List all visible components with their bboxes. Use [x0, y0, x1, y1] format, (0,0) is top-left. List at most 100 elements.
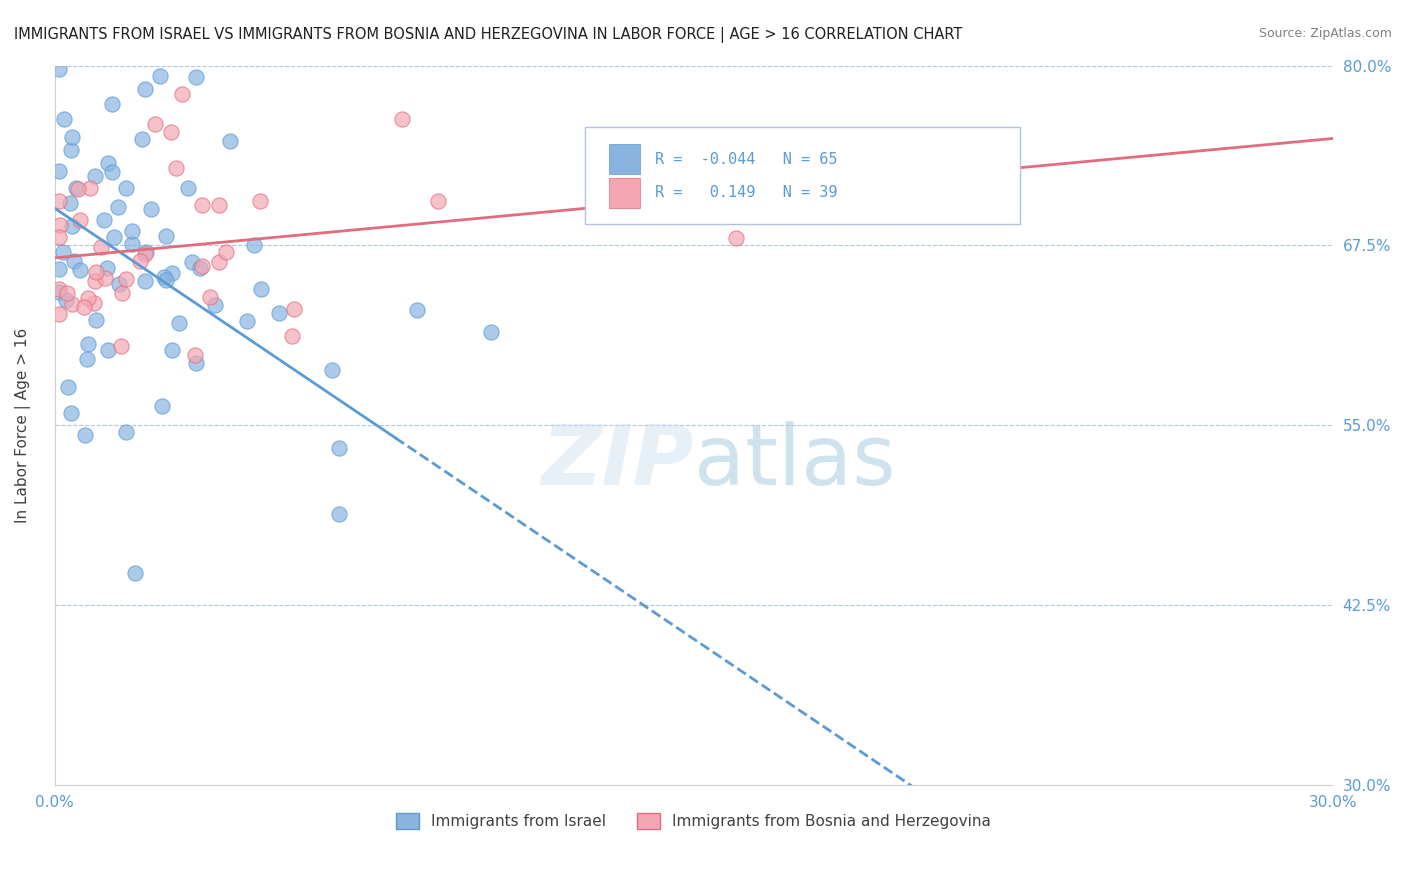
Point — [96, 260, 118, 275]
Legend: Immigrants from Israel, Immigrants from Bosnia and Herzegovina: Immigrants from Israel, Immigrants from … — [391, 806, 997, 835]
Point — [59, 407, 82, 421]
Point — [160, 343, 183, 358]
Point — [77, 336, 100, 351]
Point — [180, 254, 202, 268]
Point — [60, 219, 83, 233]
Point — [165, 161, 187, 175]
Point — [235, 313, 257, 327]
Point — [66, 182, 89, 196]
Point — [184, 356, 207, 370]
FancyBboxPatch shape — [609, 178, 640, 208]
Point — [84, 265, 107, 279]
Point — [48, 218, 70, 232]
Text: IMMIGRANTS FROM ISRAEL VS IMMIGRANTS FROM BOSNIA AND HERZEGOVINA IN LABOR FORCE : IMMIGRANTS FROM ISRAEL VS IMMIGRANTS FRO… — [14, 27, 963, 43]
Text: R =  -0.044   N = 65: R = -0.044 N = 65 — [655, 152, 838, 167]
Point — [56, 285, 79, 300]
Point — [84, 169, 107, 183]
Point — [115, 425, 138, 439]
Point — [48, 281, 70, 295]
Point — [134, 247, 156, 261]
Point — [427, 194, 450, 208]
Point — [328, 507, 350, 521]
Point — [76, 352, 98, 367]
Point — [48, 261, 70, 276]
Point — [60, 144, 83, 158]
Point — [69, 263, 91, 277]
Point — [191, 198, 214, 212]
Point — [94, 271, 117, 285]
Text: Source: ZipAtlas.com: Source: ZipAtlas.com — [1258, 27, 1392, 40]
Text: R =   0.149   N = 39: R = 0.149 N = 39 — [655, 186, 838, 201]
Point — [177, 180, 200, 194]
FancyBboxPatch shape — [585, 127, 1019, 224]
Point — [107, 200, 129, 214]
Point — [114, 272, 136, 286]
Point — [58, 380, 80, 394]
Point — [59, 195, 82, 210]
Point — [145, 117, 167, 131]
Point — [79, 181, 101, 195]
Point — [162, 266, 184, 280]
Point — [208, 255, 231, 269]
Point — [183, 348, 205, 362]
Point — [63, 254, 86, 268]
Point — [250, 282, 273, 296]
Point — [169, 316, 191, 330]
Point — [188, 260, 211, 275]
Point — [153, 269, 176, 284]
Point — [73, 428, 96, 442]
Point — [186, 70, 208, 84]
Point — [48, 164, 70, 178]
Text: ZIP: ZIP — [541, 421, 693, 502]
Point — [48, 307, 70, 321]
Point — [172, 87, 194, 102]
Point — [121, 236, 143, 251]
Point — [110, 338, 132, 352]
Point — [479, 325, 502, 339]
Point — [97, 156, 120, 170]
Point — [198, 290, 221, 304]
Point — [111, 286, 134, 301]
Point — [55, 293, 77, 308]
Point — [215, 245, 238, 260]
Point — [321, 363, 343, 377]
Point — [97, 343, 120, 357]
Point — [131, 132, 153, 146]
Point — [135, 244, 157, 259]
Point — [219, 134, 242, 148]
Point — [48, 194, 70, 209]
Point — [93, 213, 115, 227]
Text: atlas: atlas — [693, 421, 896, 502]
Point — [60, 297, 83, 311]
Point — [48, 285, 70, 300]
Point — [405, 303, 427, 318]
Point — [121, 224, 143, 238]
Point — [108, 277, 131, 291]
Point — [191, 259, 214, 273]
Point — [150, 399, 173, 413]
Point — [84, 274, 107, 288]
Point — [124, 566, 146, 581]
Point — [267, 306, 290, 320]
Point — [159, 125, 181, 139]
Point — [204, 298, 226, 312]
Point — [281, 329, 304, 343]
Point — [391, 112, 413, 126]
FancyBboxPatch shape — [609, 144, 640, 174]
Point — [725, 231, 748, 245]
Point — [53, 112, 76, 127]
Point — [48, 230, 70, 244]
Point — [134, 274, 156, 288]
Point — [149, 69, 172, 83]
Point — [155, 273, 177, 287]
Point — [84, 313, 107, 327]
Point — [243, 237, 266, 252]
Point — [328, 441, 350, 455]
Point — [101, 96, 124, 111]
Point — [72, 301, 94, 315]
Point — [115, 181, 138, 195]
Point — [208, 197, 231, 211]
Point — [90, 240, 112, 254]
Point — [103, 230, 125, 244]
Point — [129, 253, 152, 268]
